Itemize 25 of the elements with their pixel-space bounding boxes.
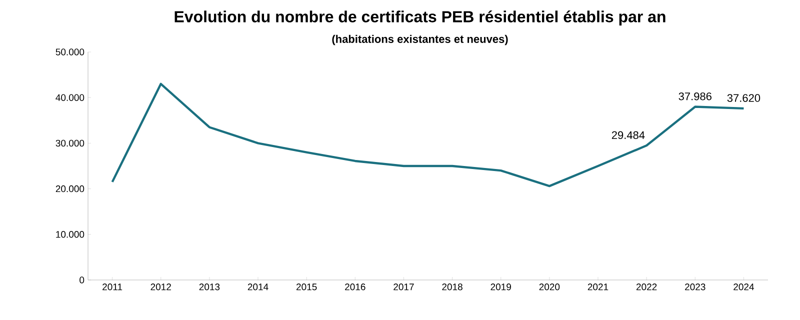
x-tick-label: 2011 — [102, 284, 122, 290]
y-tick-label: 0 — [80, 276, 84, 284]
chart-title: Evolution du nombre de certificats PEB résidentiel établis par an — [174, 10, 666, 26]
x-tick-label: 2018 — [442, 284, 462, 290]
y-tick-label: 30.000 — [56, 140, 84, 147]
x-tick-label: 2016 — [345, 284, 366, 290]
x-tick-label: 2012 — [150, 284, 171, 290]
x-tick-label: 2023 — [685, 284, 706, 290]
x-tick-label: 2017 — [394, 284, 414, 290]
x-tick-label: 2020 — [539, 284, 560, 290]
data-label: 37.986 — [678, 92, 712, 100]
y-tick-label: 40.000 — [56, 94, 84, 101]
x-tick-label: 2024 — [734, 284, 754, 290]
y-tick-label: 10.000 — [56, 231, 84, 238]
x-tick-label: 2015 — [296, 284, 317, 290]
x-tick-label: 2021 — [588, 284, 608, 290]
chart-subtitle: (habitations existantes et neuves) — [332, 34, 508, 46]
x-tick-label: 2013 — [199, 284, 220, 290]
y-tick-label: 20.000 — [56, 185, 84, 192]
x-tick-label: 2019 — [490, 284, 511, 290]
x-tick-label: 2014 — [248, 284, 268, 290]
y-tick-label: 50.000 — [56, 48, 84, 56]
x-tick-label: 2022 — [636, 284, 657, 290]
data-label: 37.620 — [727, 94, 760, 102]
data-label: 29.484 — [612, 131, 645, 140]
